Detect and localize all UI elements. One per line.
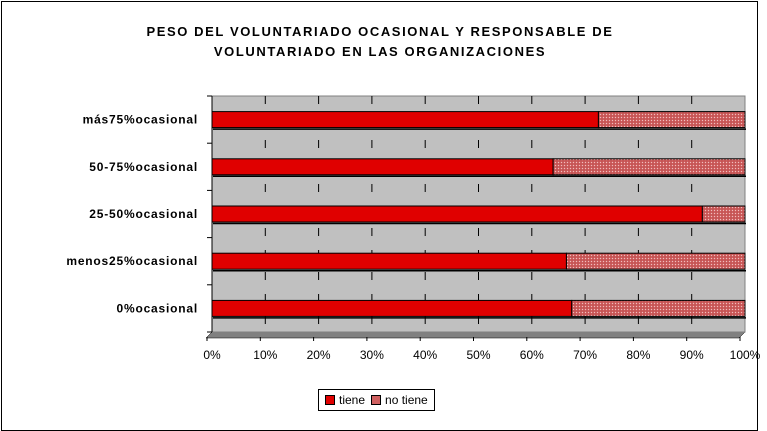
bar-no-tiene xyxy=(552,158,746,176)
x-tick-label: 80% xyxy=(626,348,650,362)
legend-label-tiene: tiene xyxy=(339,393,366,407)
category-label: menos25%ocasional xyxy=(66,254,198,268)
x-tick-label: 70% xyxy=(573,348,597,362)
bar-no-tiene xyxy=(571,299,746,317)
category-label: más75%ocasional xyxy=(83,113,198,127)
bar-no-tiene xyxy=(565,252,746,270)
x-tick-label: 40% xyxy=(413,348,437,362)
legend-item-tiene: tiene xyxy=(325,393,365,407)
plot-floor xyxy=(205,331,746,339)
x-tick-label: 20% xyxy=(307,348,331,362)
category-label: 0%ocasional xyxy=(117,301,199,315)
legend-swatch-tiene xyxy=(325,395,335,405)
bar-tiene xyxy=(211,158,554,176)
x-tick-label: 100% xyxy=(730,348,761,362)
bar-tiene xyxy=(211,252,567,270)
x-tick-label: 50% xyxy=(466,348,490,362)
chart-title-line-1: PESO DEL VOLUNTARIADO OCASIONAL Y RESPON… xyxy=(146,24,614,39)
bar-tiene xyxy=(211,205,703,223)
legend-item-no-tiene: no tiene xyxy=(371,393,428,407)
category-label: 25-50%ocasional xyxy=(89,207,198,221)
category-label: 50-75%ocasional xyxy=(89,160,198,174)
chart-title: PESO DEL VOLUNTARIADO OCASIONAL Y RESPON… xyxy=(60,22,700,62)
bar-no-tiene xyxy=(701,205,746,223)
bar-tiene xyxy=(211,299,573,317)
legend: tiene no tiene xyxy=(318,389,435,411)
x-tick-label: 0% xyxy=(203,348,221,362)
x-tick-label: 90% xyxy=(680,348,704,362)
bar-tiene xyxy=(211,111,599,129)
x-tick-label: 30% xyxy=(360,348,384,362)
bar-chart: más75%ocasional 50-75%ocasional 25-50%ocas… xyxy=(66,95,761,362)
x-tick-label: 60% xyxy=(520,348,544,362)
legend-swatch-no-tiene xyxy=(371,395,382,405)
chart-title-line-2: VOLUNTARIADO EN LAS ORGANIZACIONES xyxy=(213,44,547,59)
x-tick-label: 10% xyxy=(253,348,277,362)
legend-label-no-tiene: no tiene xyxy=(385,393,428,407)
bar-no-tiene xyxy=(597,111,746,129)
